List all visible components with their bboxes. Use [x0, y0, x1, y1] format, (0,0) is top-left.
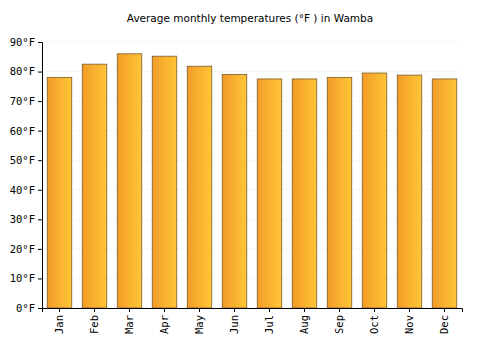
x-tick-mark	[304, 308, 305, 312]
bar	[222, 75, 247, 308]
bar	[117, 54, 142, 308]
x-tick-label: Jun	[228, 315, 240, 334]
x-tick: Feb	[88, 308, 100, 334]
x-tick: Aug	[298, 308, 310, 334]
x-tick: Nov	[403, 308, 415, 334]
y-tick-label: 40°F	[10, 184, 35, 196]
y-tick-label: 0°F	[16, 302, 35, 314]
y-tick: 90°F	[10, 36, 42, 48]
y-tick: 40°F	[10, 184, 42, 196]
y-tick-mark	[38, 160, 42, 161]
x-tick: Oct	[368, 308, 380, 334]
x-tick-mark	[94, 308, 95, 312]
y-axis-line	[38, 43, 43, 309]
x-tick: May	[193, 308, 205, 334]
y-tick-mark	[38, 101, 42, 102]
y-tick-label: 20°F	[10, 243, 35, 255]
y-tick-mark	[38, 308, 42, 309]
x-tick-label: Nov	[403, 315, 415, 334]
x-tick: Apr	[158, 308, 170, 334]
y-tick: 80°F	[10, 65, 42, 77]
x-tick-label: Jan	[53, 315, 65, 334]
title: Average monthly temperatures (°F ) in Wa…	[127, 12, 373, 24]
x-tick-mark	[444, 308, 445, 312]
x-tick-label: Mar	[123, 315, 135, 334]
bar	[47, 77, 72, 308]
bar	[82, 64, 107, 308]
x-tick: Jan	[53, 308, 65, 334]
bar	[257, 79, 282, 308]
x-tick-label: Jul	[263, 315, 275, 334]
x-tick: Sep	[333, 308, 345, 334]
bar	[152, 56, 177, 308]
plot: 0°F 10°F 20°F 30°F 40°F 50°F 60°F 70°F 80°F 90°F J…	[10, 36, 463, 334]
y-tick-mark	[38, 278, 42, 279]
bar	[362, 73, 387, 308]
x-tick-mark	[164, 308, 165, 312]
x-tick-mark	[199, 308, 200, 312]
x-axis-line	[43, 309, 463, 313]
bar	[327, 77, 352, 308]
y-tick: 70°F	[10, 95, 42, 107]
x-tick-mark	[374, 308, 375, 312]
grid	[42, 42, 462, 308]
y-tick-label: 80°F	[10, 65, 35, 77]
y-tick: 50°F	[10, 154, 42, 166]
x-tick: Dec	[438, 308, 450, 334]
x-tick-label: Sep	[333, 315, 345, 334]
y-tick-label: 30°F	[10, 213, 35, 225]
bars	[47, 54, 457, 308]
chart: Average monthly temperatures (°F ) in Wa…	[0, 0, 500, 350]
x-tick: Mar	[123, 308, 135, 334]
x-tick-mark	[59, 308, 60, 312]
x-tick-mark	[339, 308, 340, 312]
y-tick-mark	[38, 42, 42, 43]
x-tick-mark	[234, 308, 235, 312]
y-axis: 0°F 10°F 20°F 30°F 40°F 50°F 60°F 70°F 80°F 90°F	[10, 36, 43, 314]
y-tick-mark	[38, 219, 42, 220]
x-tick-label: May	[193, 315, 205, 334]
x-tick: Jul	[263, 308, 275, 334]
y-tick: 20°F	[10, 243, 42, 255]
y-tick-mark	[38, 131, 42, 132]
bar	[292, 79, 317, 308]
y-tick-label: 70°F	[10, 95, 35, 107]
grid-line	[42, 42, 462, 43]
x-tick-mark	[269, 308, 270, 312]
y-tick: 10°F	[10, 272, 42, 284]
y-tick-mark	[38, 249, 42, 250]
x-tick-mark	[129, 308, 130, 312]
y-tick-label: 60°F	[10, 125, 35, 137]
y-tick-label: 50°F	[10, 154, 35, 166]
x-tick-mark	[409, 308, 410, 312]
x-tick-label: Apr	[158, 315, 170, 334]
y-tick-label: 90°F	[10, 36, 35, 48]
y-tick: 30°F	[10, 213, 42, 225]
y-tick-mark	[38, 72, 42, 73]
x-tick-label: Aug	[298, 315, 310, 334]
bar	[397, 75, 422, 308]
x-axis: Jan Feb Mar Apr May Jun Jul Aug Sep Oct Nov Dec	[43, 308, 463, 334]
x-tick-label: Feb	[88, 315, 100, 334]
x-tick-label: Oct	[368, 315, 380, 334]
bar	[187, 66, 212, 308]
x-tick: Jun	[228, 308, 240, 334]
bar	[432, 79, 457, 308]
y-tick-label: 10°F	[10, 272, 35, 284]
x-tick-label: Dec	[438, 315, 450, 334]
y-tick: 60°F	[10, 125, 42, 137]
y-tick: 0°F	[16, 302, 42, 314]
y-tick-mark	[38, 190, 42, 191]
